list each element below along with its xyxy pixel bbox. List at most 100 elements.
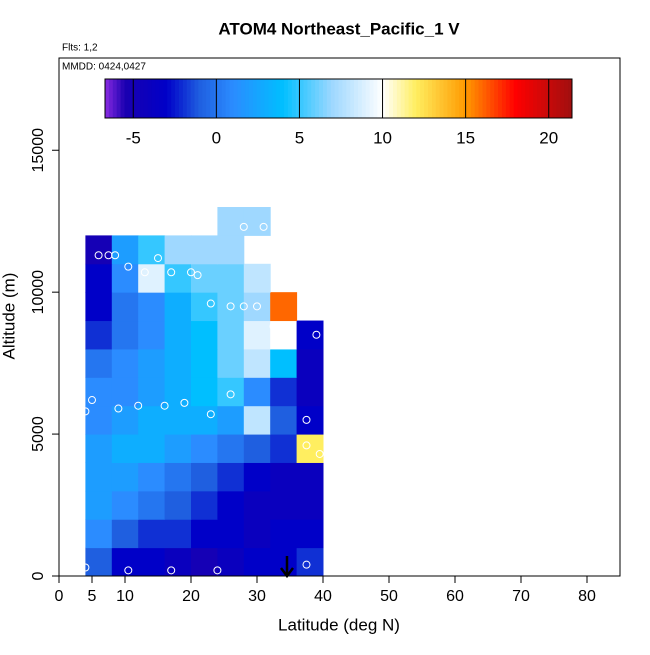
heatmap-cell — [243, 207, 271, 236]
flight-point — [302, 415, 311, 424]
heatmap-cell — [270, 405, 298, 435]
heatmap-cell — [243, 462, 271, 492]
colorbar-frame — [104, 78, 573, 119]
colorbar-swatch — [221, 79, 227, 118]
colorbar-swatch — [105, 79, 110, 118]
colorbar-swatch — [143, 79, 149, 118]
heatmap-cell — [243, 348, 271, 378]
heatmap-cell — [111, 405, 139, 435]
colorbar-swatch — [210, 79, 215, 118]
heatmap-cell — [85, 263, 113, 293]
x-tick-label: 80 — [578, 588, 596, 605]
heatmap-cell — [243, 434, 271, 463]
colorbar-swatch — [490, 79, 495, 118]
colorbar-swatch — [354, 79, 359, 118]
colorbar-swatch — [494, 79, 499, 118]
flight-point — [213, 566, 222, 575]
colorbar-swatch — [140, 79, 145, 118]
heatmap-cell — [85, 405, 113, 435]
heatmap-cell — [243, 519, 271, 549]
heatmap-cell — [191, 292, 218, 322]
colorbar-swatch — [466, 79, 472, 118]
colorbar-swatch — [412, 79, 417, 118]
heatmap-cell — [217, 235, 245, 265]
colorbar-swatch — [252, 79, 258, 118]
colorbar-swatch — [225, 79, 231, 118]
y-axis-label: Altitude (m) — [0, 273, 18, 360]
colorbar-swatch — [486, 79, 491, 118]
heatmap-cell — [85, 348, 113, 378]
flight-point — [81, 563, 90, 572]
heatmap-cell — [138, 235, 166, 265]
heatmap-cell — [296, 320, 324, 350]
colorbar-swatch — [478, 79, 483, 118]
flight-point — [140, 268, 149, 277]
heatmap-cell — [270, 377, 298, 407]
flight-point — [124, 262, 133, 271]
colorbar-swatch — [498, 79, 503, 118]
colorbar-swatch — [268, 79, 273, 118]
heatmap-cell — [138, 405, 166, 435]
heatmap-cell — [191, 434, 218, 463]
flight-point — [302, 441, 311, 450]
colorbar-swatch — [396, 79, 402, 118]
colorbar-swatch — [505, 79, 511, 118]
heatmap-cell — [138, 519, 166, 549]
x-tick-label: 30 — [248, 588, 266, 605]
heatmap-cell — [243, 263, 271, 293]
colorbar-swatch — [178, 79, 184, 118]
heatmap-cell — [217, 263, 245, 293]
heatmap-cell — [138, 434, 166, 463]
colorbar-swatch — [389, 79, 394, 118]
colorbar-swatch — [377, 79, 382, 118]
heatmap-cell — [111, 235, 139, 265]
flight-point — [134, 401, 143, 410]
colorbar-swatch — [175, 79, 180, 118]
heatmap-cell — [191, 235, 218, 265]
x-tick-label: 0 — [55, 588, 64, 605]
heatmap-cell — [243, 292, 271, 322]
heatmap-cell — [85, 292, 113, 322]
colorbar-swatch — [369, 79, 375, 118]
colorbar-swatch — [264, 79, 269, 118]
date-label: MMDD: 0424,0427 — [62, 62, 146, 73]
colorbar-swatch — [564, 79, 569, 118]
heatmap-cell — [296, 348, 324, 378]
colorbar-swatch — [342, 79, 347, 118]
flight-point — [315, 449, 324, 458]
x-tick-label: 60 — [446, 588, 464, 605]
x-tick-label: 10 — [116, 588, 134, 605]
flight-point — [88, 396, 96, 405]
flight-point — [302, 560, 311, 569]
flight-point — [154, 254, 162, 263]
colorbar-swatch — [237, 79, 242, 118]
heatmap-cell — [191, 263, 218, 293]
heatmap-cell — [164, 490, 192, 520]
colorbar-swatch — [120, 79, 125, 118]
colorbar-swatch — [116, 79, 122, 118]
heatmap-cell — [243, 405, 271, 435]
heatmap-cell — [243, 377, 271, 407]
heatmap-cell — [270, 348, 298, 378]
heatmap-cell — [138, 263, 166, 293]
flight-point — [111, 251, 120, 260]
colorbar-swatch — [147, 79, 153, 118]
heatmap-cell — [217, 434, 245, 463]
flight-point — [81, 407, 90, 416]
colorbar-swatch — [136, 79, 141, 118]
colorbar-swatch — [556, 79, 561, 118]
flights-label: Flts: 1,2 — [62, 43, 98, 54]
heatmap-cell — [217, 490, 245, 520]
heatmap-cell — [191, 462, 218, 492]
colorbar-swatch — [202, 79, 207, 118]
colorbar-swatch — [307, 79, 312, 118]
colorbar-swatch — [470, 79, 476, 118]
colorbar-swatch — [552, 79, 557, 118]
heatmap-cell — [138, 547, 166, 577]
colorbar-swatch — [182, 79, 188, 118]
colorbar-swatch — [536, 79, 542, 118]
heatmap-cell — [138, 490, 166, 520]
colorbar-swatch — [385, 79, 390, 118]
heatmap-cell — [217, 348, 245, 378]
